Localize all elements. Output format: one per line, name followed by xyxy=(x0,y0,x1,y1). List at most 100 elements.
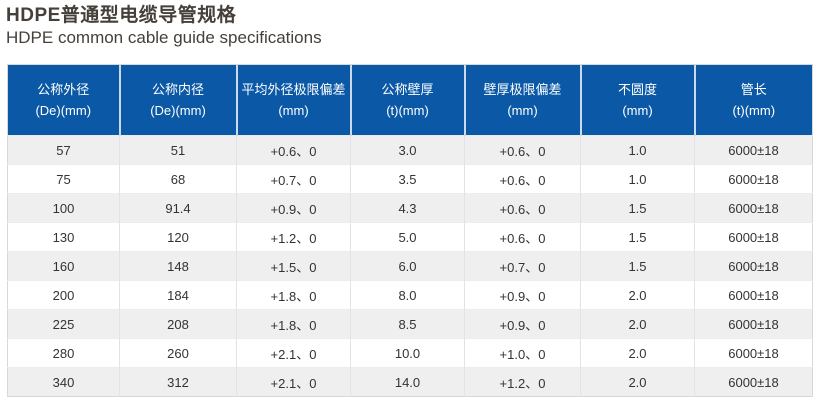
page-title-en: HDPE common cable guide specifications xyxy=(6,28,322,47)
table-cell: +1.8、0 xyxy=(236,309,351,339)
table-wrap: 公称外径 (De)(mm) 公称内径 (De)(mm) 平均外径极限偏差 (mm… xyxy=(7,64,813,397)
table-cell: 184 xyxy=(119,280,237,310)
header-row: 公称外径 (De)(mm) 公称内径 (De)(mm) 平均外径极限偏差 (mm… xyxy=(7,64,813,136)
table-cell: 14.0 xyxy=(350,367,465,397)
table-cell: 120 xyxy=(119,222,237,252)
table-cell: 3.0 xyxy=(350,135,465,165)
table-cell: +0.9、0 xyxy=(464,280,581,310)
header-label: 公称内径 xyxy=(151,82,204,97)
table-cell: 6000±18 xyxy=(694,135,813,165)
table-cell: 148 xyxy=(119,251,237,281)
table-cell: 2.0 xyxy=(580,338,695,368)
table-row: 225 208 +1.8、0 8.5 +0.9、0 2.0 6000±18 xyxy=(7,309,813,339)
table-cell: 200 xyxy=(7,280,120,310)
table-row: 100 91.4 +0.9、0 4.3 +0.6、0 1.5 6000±18 xyxy=(7,193,813,223)
table-cell: 6000±18 xyxy=(694,280,813,310)
table-cell: 6000±18 xyxy=(694,309,813,339)
header-unit: (t)(mm) xyxy=(386,103,429,118)
table-cell: +0.6、0 xyxy=(464,222,581,252)
table-cell: 260 xyxy=(119,338,237,368)
table-row: 160 148 +1.5、0 6.0 +0.7、0 1.5 6000±18 xyxy=(7,251,813,281)
table-cell: 6000±18 xyxy=(694,193,813,223)
table-cell: 1.5 xyxy=(580,251,695,281)
table-cell: +0.6、0 xyxy=(464,135,581,165)
table-cell: 6000±18 xyxy=(694,164,813,194)
table-cell: 51 xyxy=(119,135,237,165)
table-cell: 225 xyxy=(7,309,120,339)
table-cell: 2.0 xyxy=(580,367,695,397)
table-cell: 1.0 xyxy=(580,164,695,194)
table-body: 57 51 +0.6、0 3.0 +0.6、0 1.0 6000±18 75 68 +0.7、0 3… xyxy=(7,135,813,397)
table-cell: +1.5、0 xyxy=(236,251,351,281)
table-row: 75 68 +0.7、0 3.5 +0.6、0 1.0 6000±18 xyxy=(7,164,813,194)
table-cell: +1.8、0 xyxy=(236,280,351,310)
table-cell: 2.0 xyxy=(580,280,695,310)
header-cell-inner-diameter: 公称内径 (De)(mm) xyxy=(119,64,238,136)
table-cell: +0.7、0 xyxy=(464,251,581,281)
table-cell: 340 xyxy=(7,367,120,397)
table-cell: 6000±18 xyxy=(694,367,813,397)
header-unit: (mm) xyxy=(507,103,538,118)
table-row: 200 184 +1.8、0 8.0 +0.9、0 2.0 6000±18 xyxy=(7,280,813,310)
header-cell-outer-diameter: 公称外径 (De)(mm) xyxy=(7,64,121,136)
table-cell: +1.2、0 xyxy=(236,222,351,252)
header-label: 公称外径 xyxy=(37,82,90,97)
table-row: 340 312 +2.1、0 14.0 +1.2、0 2.0 6000±18 xyxy=(7,367,813,397)
table-cell: 6000±18 xyxy=(694,338,813,368)
table-cell: +1.0、0 xyxy=(464,338,581,368)
header-label: 管长 xyxy=(740,82,767,97)
table-row: 130 120 +1.2、0 5.0 +0.6、0 1.5 6000±18 xyxy=(7,222,813,252)
table-cell: 6000±18 xyxy=(694,222,813,252)
header-label: 平均外径极限偏差 xyxy=(241,82,346,97)
table-cell: 6.0 xyxy=(350,251,465,281)
table-cell: 1.0 xyxy=(580,135,695,165)
header-cell-outer-diameter-tolerance: 平均外径极限偏差 (mm) xyxy=(236,64,352,136)
table-header: 公称外径 (De)(mm) 公称内径 (De)(mm) 平均外径极限偏差 (mm… xyxy=(7,64,813,136)
spec-table: 公称外径 (De)(mm) 公称内径 (De)(mm) 平均外径极限偏差 (mm… xyxy=(7,64,813,397)
table-cell: 1.5 xyxy=(580,222,695,252)
table-cell: 3.5 xyxy=(350,164,465,194)
table-cell: 8.5 xyxy=(350,309,465,339)
table-row: 280 260 +2.1、0 10.0 +1.0、0 2.0 6000±18 xyxy=(7,338,813,368)
table-cell: 130 xyxy=(7,222,120,252)
table-cell: 75 xyxy=(7,164,120,194)
header-cell-pipe-length: 管长 (t)(mm) xyxy=(694,64,813,136)
table-cell: 2.0 xyxy=(580,309,695,339)
table-cell: +2.1、0 xyxy=(236,338,351,368)
header-label: 不圆度 xyxy=(617,82,657,97)
table-cell: 1.5 xyxy=(580,193,695,223)
table-cell: 280 xyxy=(7,338,120,368)
table-cell: 160 xyxy=(7,251,120,281)
table-cell: +0.7、0 xyxy=(236,164,351,194)
table-cell: 68 xyxy=(119,164,237,194)
header-cell-wall-thickness: 公称壁厚 (t)(mm) xyxy=(350,64,466,136)
header-unit: (De)(mm) xyxy=(35,103,92,118)
table-cell: 100 xyxy=(7,193,120,223)
table-cell: +0.9、0 xyxy=(464,309,581,339)
table-cell: +1.2、0 xyxy=(464,367,581,397)
table-cell: 312 xyxy=(119,367,237,397)
title-block: HDPE普通型电缆导管规格 HDPE common cable guide sp… xyxy=(0,0,819,48)
table-cell: 10.0 xyxy=(350,338,465,368)
header-cell-ovality: 不圆度 (mm) xyxy=(580,64,696,136)
table-cell: 208 xyxy=(119,309,237,339)
table-cell: +0.9、0 xyxy=(236,193,351,223)
page-title-zh: HDPE普通型电缆导管规格 xyxy=(6,5,237,26)
header-unit: (mm) xyxy=(278,103,309,118)
table-cell: 5.0 xyxy=(350,222,465,252)
table-cell: 8.0 xyxy=(350,280,465,310)
table-cell: 4.3 xyxy=(350,193,465,223)
header-cell-wall-thickness-tolerance: 壁厚极限偏差 (mm) xyxy=(464,64,582,136)
table-cell: 6000±18 xyxy=(694,251,813,281)
header-label: 公称壁厚 xyxy=(381,82,434,97)
header-unit: (t)(mm) xyxy=(732,103,776,118)
table-row: 57 51 +0.6、0 3.0 +0.6、0 1.0 6000±18 xyxy=(7,135,813,165)
header-unit: (De)(mm) xyxy=(150,103,206,118)
table-cell: +0.6、0 xyxy=(464,164,581,194)
table-cell: +0.6、0 xyxy=(464,193,581,223)
table-cell: 57 xyxy=(7,135,120,165)
header-label: 壁厚极限偏差 xyxy=(483,82,562,97)
table-cell: +2.1、0 xyxy=(236,367,351,397)
header-unit: (mm) xyxy=(622,103,653,118)
